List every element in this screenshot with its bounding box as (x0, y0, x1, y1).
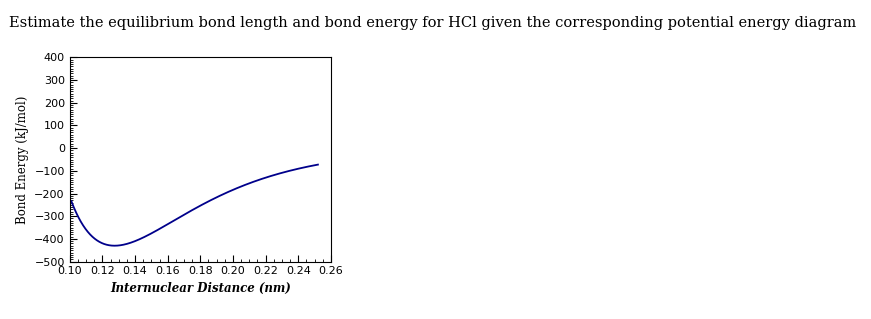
Y-axis label: Bond Energy (kJ/mol): Bond Energy (kJ/mol) (16, 95, 29, 224)
X-axis label: Internuclear Distance (nm): Internuclear Distance (nm) (110, 282, 291, 295)
Text: Estimate the equilibrium bond length and bond energy for HCl given the correspon: Estimate the equilibrium bond length and… (9, 16, 856, 30)
